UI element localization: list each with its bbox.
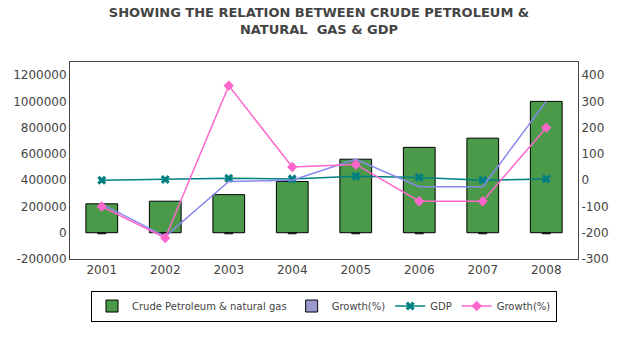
svg-text:400000: 400000: [21, 173, 67, 187]
svg-text:0: 0: [581, 173, 589, 187]
svg-text:100: 100: [581, 147, 604, 161]
svg-text:300: 300: [581, 95, 604, 109]
svg-text:0: 0: [59, 226, 67, 240]
svg-text:200: 200: [581, 121, 604, 135]
svg-text:2005: 2005: [340, 263, 371, 277]
svg-text:2001: 2001: [86, 263, 117, 277]
svg-text:SHOWING THE RELATION BETWEEN C: SHOWING THE RELATION BETWEEN CRUDE PETRO…: [109, 5, 529, 37]
svg-text:2007: 2007: [467, 263, 498, 277]
svg-text:-100: -100: [581, 200, 608, 214]
svg-text:Growth(%): Growth(%): [497, 301, 551, 312]
svg-text:2004: 2004: [277, 263, 308, 277]
svg-text:1000000: 1000000: [13, 95, 66, 109]
svg-text:1200000: 1200000: [13, 68, 66, 82]
svg-text:400: 400: [581, 68, 604, 82]
svg-text:GDP: GDP: [430, 301, 451, 312]
svg-text:2002: 2002: [150, 263, 181, 277]
svg-text:800000: 800000: [21, 121, 67, 135]
svg-text:-200000: -200000: [16, 252, 66, 266]
svg-text:2006: 2006: [404, 263, 435, 277]
svg-text:2003: 2003: [213, 263, 244, 277]
svg-text:Growth(%): Growth(%): [332, 301, 386, 312]
svg-text:600000: 600000: [21, 147, 67, 161]
svg-text:-200: -200: [581, 226, 608, 240]
svg-text:2008: 2008: [531, 263, 562, 277]
svg-text:-300: -300: [581, 252, 608, 266]
svg-text:Crude Petroleum & natural gas: Crude Petroleum & natural gas: [132, 301, 287, 312]
svg-text:200000: 200000: [21, 200, 67, 214]
